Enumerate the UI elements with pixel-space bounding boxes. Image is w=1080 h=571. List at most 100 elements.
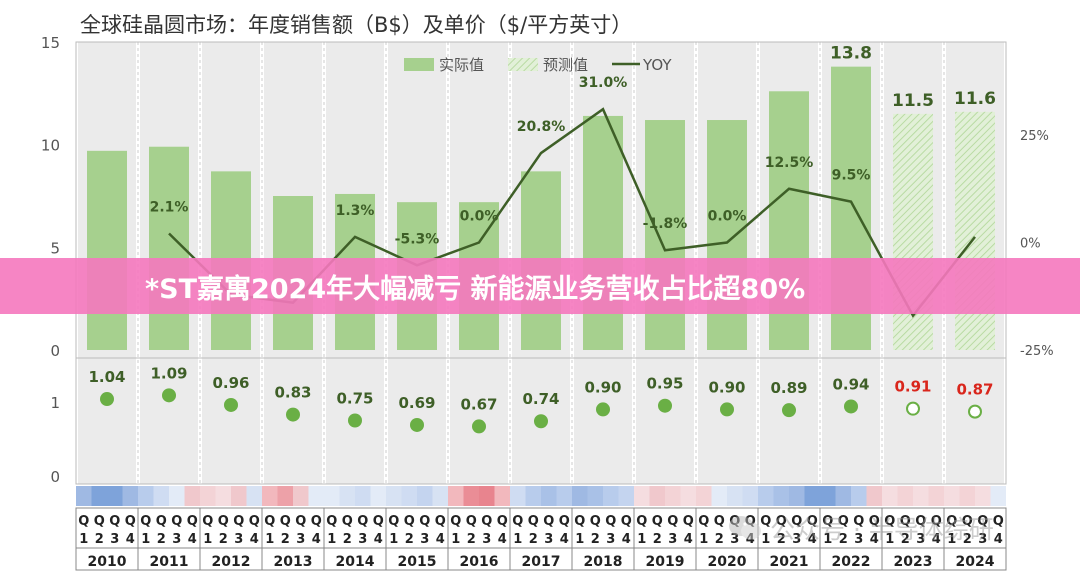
sales-y-tick: 15 xyxy=(41,34,60,52)
price-dot-forecast xyxy=(906,401,920,416)
price-dot xyxy=(472,419,486,434)
legend-forecast-label: 预测值 xyxy=(543,56,588,74)
quarter-number: 4 xyxy=(436,532,445,547)
chart-title: 全球硅晶圆市场：年度销售额（B$）及单价（$/平方英寸） xyxy=(80,13,632,37)
bar-value-label: 13.8 xyxy=(830,44,872,64)
heat-cell xyxy=(649,486,665,506)
quarter-prefix: Q xyxy=(900,514,911,529)
quarter-number: 2 xyxy=(963,532,972,547)
price-dot xyxy=(410,417,424,432)
quarter-number: 4 xyxy=(932,532,941,547)
quarter-prefix: Q xyxy=(574,514,585,529)
quarter-number: 1 xyxy=(327,532,336,547)
quarter-number: 1 xyxy=(513,532,522,547)
quarter-prefix: Q xyxy=(667,514,678,529)
quarter-number: 2 xyxy=(653,532,662,547)
price-dot xyxy=(100,392,114,407)
year-label: 2012 xyxy=(212,554,251,570)
yoy-y-tick: 25% xyxy=(1020,129,1049,144)
heat-cell xyxy=(169,486,185,506)
heat-cell xyxy=(711,486,727,506)
quarter-number: 2 xyxy=(405,532,414,547)
heat-cell xyxy=(866,486,882,506)
heat-cell xyxy=(107,486,123,506)
yoy-label: 1.3% xyxy=(336,203,375,219)
quarter-table: Q1Q2Q3Q42010Q1Q2Q3Q42011Q1Q2Q3Q42012Q1Q2… xyxy=(75,486,1007,571)
price-label: 0.89 xyxy=(770,379,807,397)
heat-cell xyxy=(277,486,293,506)
yoy-y-tick: 0% xyxy=(1020,237,1041,252)
quarter-number: 3 xyxy=(916,532,925,547)
quarter-prefix: Q xyxy=(946,514,957,529)
quarter-prefix: Q xyxy=(869,514,880,529)
price-dot-forecast xyxy=(968,404,982,419)
quarter-prefix: Q xyxy=(202,514,213,529)
heat-cell xyxy=(742,486,758,506)
quarter-number: 2 xyxy=(839,532,848,547)
quarter-prefix: Q xyxy=(822,514,833,529)
quarter-number: 1 xyxy=(79,532,88,547)
price-y-tick: 1 xyxy=(50,394,60,412)
heat-cell xyxy=(293,486,309,506)
quarter-prefix: Q xyxy=(590,514,601,529)
quarter-number: 4 xyxy=(870,532,879,547)
heat-cell xyxy=(804,486,820,506)
quarter-prefix: Q xyxy=(621,514,632,529)
heat-cell xyxy=(122,486,138,506)
heat-cell xyxy=(789,486,805,506)
quarter-number: 1 xyxy=(699,532,708,547)
quarter-prefix: Q xyxy=(187,514,198,529)
heat-cell xyxy=(928,486,944,506)
quarter-prefix: Q xyxy=(962,514,973,529)
yoy-label: -1.8% xyxy=(643,216,688,232)
quarter-number: 1 xyxy=(389,532,398,547)
heat-cell xyxy=(572,486,588,506)
quarter-prefix: Q xyxy=(109,514,120,529)
heat-cell xyxy=(820,486,836,506)
quarter-prefix: Q xyxy=(140,514,151,529)
quarter-number: 3 xyxy=(668,532,677,547)
quarter-prefix: Q xyxy=(791,514,802,529)
heat-cell xyxy=(417,486,433,506)
forecast-bar xyxy=(955,111,995,351)
quarter-prefix: Q xyxy=(807,514,818,529)
price-label: 0.94 xyxy=(832,375,869,393)
heat-cell xyxy=(448,486,464,506)
sales-bar xyxy=(87,150,127,350)
sales-y-tick: 5 xyxy=(50,239,60,257)
quarter-number: 1 xyxy=(451,532,460,547)
quarter-number: 4 xyxy=(126,532,135,547)
quarter-number: 3 xyxy=(792,532,801,547)
price-dot xyxy=(782,403,796,418)
heat-cell xyxy=(339,486,355,506)
quarter-prefix: Q xyxy=(342,514,353,529)
quarter-prefix: Q xyxy=(714,514,725,529)
quarter-prefix: Q xyxy=(373,514,384,529)
quarter-prefix: Q xyxy=(636,514,647,529)
yoy-label: 0.0% xyxy=(460,209,499,225)
year-label: 2024 xyxy=(956,554,995,570)
heat-cell xyxy=(727,486,743,506)
sales-bar xyxy=(149,146,189,350)
quarter-number: 3 xyxy=(296,532,305,547)
heat-cell xyxy=(665,486,681,506)
price-dot xyxy=(286,407,300,422)
quarter-prefix: Q xyxy=(481,514,492,529)
quarter-number: 2 xyxy=(343,532,352,547)
watermark: 公众号 · 半导体综研 xyxy=(728,510,994,546)
yoy-label: 31.0% xyxy=(579,75,628,91)
legend-yoy-label: YOY xyxy=(642,56,672,74)
year-label: 2023 xyxy=(894,554,933,570)
heat-cell xyxy=(975,486,991,506)
sales-bar xyxy=(645,120,685,350)
quarter-prefix: Q xyxy=(683,514,694,529)
quarter-prefix: Q xyxy=(311,514,322,529)
quarter-prefix: Q xyxy=(776,514,787,529)
quarter-prefix: Q xyxy=(264,514,275,529)
quarter-number: 4 xyxy=(746,532,755,547)
quarter-number: 2 xyxy=(467,532,476,547)
price-label: 0.90 xyxy=(708,378,745,396)
price-dot xyxy=(596,402,610,417)
sales-bar xyxy=(583,115,623,350)
